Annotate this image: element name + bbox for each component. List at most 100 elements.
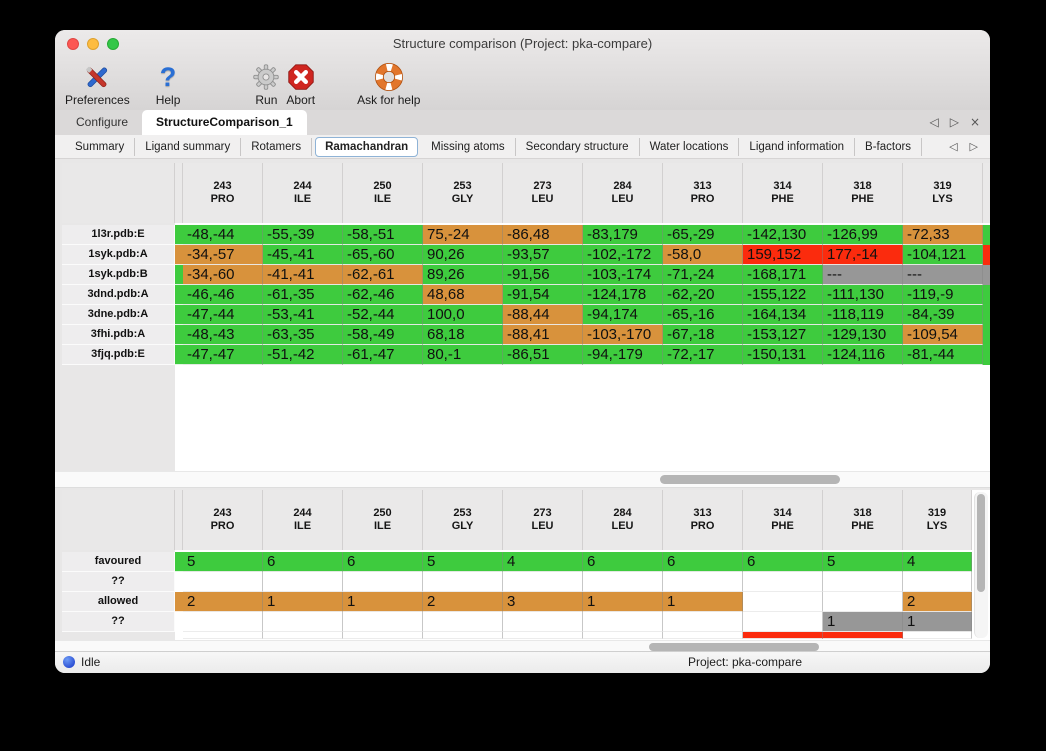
cell[interactable]: -65,-29 [663, 225, 743, 245]
subtab-b-factors[interactable]: B-factors [855, 137, 923, 156]
cell[interactable]: -119,-9 [903, 285, 983, 305]
cell[interactable]: -58,-49 [343, 325, 423, 345]
cell[interactable] [503, 572, 583, 592]
cell[interactable] [263, 572, 343, 592]
cell[interactable]: -124,116 [823, 345, 903, 365]
cell[interactable]: 1 [903, 612, 972, 632]
cell[interactable]: -71,-24 [663, 265, 743, 285]
cell[interactable]: -91,54 [503, 285, 583, 305]
cell[interactable]: 1 [343, 592, 423, 612]
subtabs-prev-icon[interactable]: ◁ [949, 140, 958, 153]
cell[interactable]: 2 [183, 592, 263, 612]
subtab-ramachandran[interactable]: Ramachandran [315, 136, 419, 157]
cell[interactable]: -86,48 [503, 225, 583, 245]
tabs-close-icon[interactable]: × [969, 115, 980, 129]
cell[interactable]: -52,-44 [343, 305, 423, 325]
cell[interactable]: -72,-17 [663, 345, 743, 365]
cell[interactable] [743, 592, 823, 612]
cell[interactable]: -41,-41 [263, 265, 343, 285]
cell[interactable]: -118,119 [823, 305, 903, 325]
cell[interactable]: -62,-61 [343, 265, 423, 285]
cell[interactable]: 89,26 [423, 265, 503, 285]
cell[interactable]: 2 [903, 592, 972, 612]
cell[interactable]: -102,-172 [583, 245, 663, 265]
cell[interactable]: -153,127 [743, 325, 823, 345]
cell[interactable] [503, 612, 583, 632]
cell[interactable]: -55,-39 [263, 225, 343, 245]
help-button[interactable]: ? Help [156, 58, 181, 107]
cell[interactable]: 3 [503, 592, 583, 612]
close-window-button[interactable] [67, 38, 79, 50]
preferences-button[interactable]: Preferences [65, 58, 130, 107]
cell[interactable]: 6 [663, 552, 743, 572]
subtab-ligand-summary[interactable]: Ligand summary [135, 137, 242, 156]
minimize-window-button[interactable] [87, 38, 99, 50]
cell[interactable]: -86,51 [503, 345, 583, 365]
cell[interactable]: --- [823, 265, 903, 285]
cell[interactable]: -150,131 [743, 345, 823, 365]
cell[interactable]: -103,-174 [583, 265, 663, 285]
cell[interactable]: -61,-35 [263, 285, 343, 305]
cell[interactable]: -111,130 [823, 285, 903, 305]
subtab-rotamers[interactable]: Rotamers [241, 137, 313, 156]
cell[interactable]: -94,174 [583, 305, 663, 325]
cell[interactable]: 75,-24 [423, 225, 503, 245]
cell[interactable]: -46,-46 [183, 285, 263, 305]
cell[interactable]: 68,18 [423, 325, 503, 345]
cell[interactable]: -58,-51 [343, 225, 423, 245]
cell[interactable]: -104,121 [903, 245, 983, 265]
cell[interactable] [583, 612, 663, 632]
cell[interactable]: -61,-47 [343, 345, 423, 365]
cell[interactable] [743, 572, 823, 592]
top-table-horizontal-scrollbar[interactable] [55, 471, 990, 488]
cell[interactable]: 6 [343, 552, 423, 572]
cell[interactable] [423, 572, 503, 592]
scrollbar-thumb[interactable] [977, 494, 985, 592]
cell[interactable]: 48,68 [423, 285, 503, 305]
cell[interactable]: 1 [823, 612, 903, 632]
cell[interactable]: -84,-39 [903, 305, 983, 325]
cell[interactable] [663, 612, 743, 632]
subtab-missing-atoms[interactable]: Missing atoms [421, 137, 516, 156]
cell[interactable] [183, 612, 263, 632]
cell[interactable] [263, 612, 343, 632]
cell[interactable]: -103,-170 [583, 325, 663, 345]
subtab-secondary-structure[interactable]: Secondary structure [516, 137, 640, 156]
cell[interactable] [183, 572, 263, 592]
cell[interactable]: 177,-14 [823, 245, 903, 265]
cell[interactable]: 6 [263, 552, 343, 572]
tabs-prev-icon[interactable]: ◁ [929, 115, 939, 129]
cell[interactable]: --- [903, 265, 983, 285]
cell[interactable]: -53,-41 [263, 305, 343, 325]
cell[interactable]: -65,-60 [343, 245, 423, 265]
cell[interactable]: -45,-41 [263, 245, 343, 265]
zoom-window-button[interactable] [107, 38, 119, 50]
tab-configure[interactable]: Configure [76, 115, 129, 129]
cell[interactable]: 80,-1 [423, 345, 503, 365]
cell[interactable] [823, 572, 903, 592]
cell[interactable]: -88,44 [503, 305, 583, 325]
cell[interactable]: 4 [903, 552, 972, 572]
cell[interactable]: -47,-47 [183, 345, 263, 365]
scrollbar-thumb[interactable] [649, 643, 819, 651]
cell[interactable]: 6 [743, 552, 823, 572]
cell[interactable]: -63,-35 [263, 325, 343, 345]
cell[interactable]: -88,41 [503, 325, 583, 345]
cell[interactable]: -168,171 [743, 265, 823, 285]
ask-for-help-button[interactable]: Ask for help [357, 58, 420, 107]
cell[interactable]: -91,56 [503, 265, 583, 285]
run-button[interactable]: Run [252, 58, 280, 107]
cell[interactable]: -65,-16 [663, 305, 743, 325]
cell[interactable]: -93,57 [503, 245, 583, 265]
subtab-summary[interactable]: Summary [65, 137, 136, 156]
cell[interactable]: -83,179 [583, 225, 663, 245]
cell[interactable]: 159,152 [743, 245, 823, 265]
cell[interactable] [343, 572, 423, 592]
cell[interactable]: -47,-44 [183, 305, 263, 325]
cell[interactable] [583, 572, 663, 592]
cell[interactable]: -142,130 [743, 225, 823, 245]
cell[interactable]: 5 [823, 552, 903, 572]
cell[interactable]: 6 [583, 552, 663, 572]
cell[interactable]: -58,0 [663, 245, 743, 265]
cell[interactable]: 1 [663, 592, 743, 612]
